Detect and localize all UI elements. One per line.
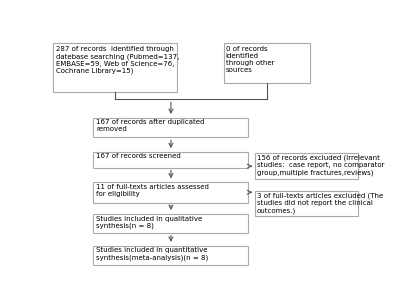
Text: 3 of full-texts articles excluded (The
studies did not report the clinical
outco: 3 of full-texts articles excluded (The s… <box>257 193 383 214</box>
FancyBboxPatch shape <box>255 153 358 179</box>
FancyBboxPatch shape <box>94 214 248 233</box>
Text: 167 of records after duplicated
removed: 167 of records after duplicated removed <box>96 119 205 132</box>
Text: Studies included in qualitative
synthesis(n = 8): Studies included in qualitative synthesi… <box>96 216 203 229</box>
FancyBboxPatch shape <box>94 182 248 203</box>
Text: 167 of records screened: 167 of records screened <box>96 153 181 159</box>
Text: Studies included in quantitative
synthesis(meta-analysis)(n = 8): Studies included in quantitative synthes… <box>96 247 209 261</box>
FancyBboxPatch shape <box>53 43 177 92</box>
Text: 0 of records
identified
through other
sources: 0 of records identified through other so… <box>226 46 274 73</box>
Text: 11 of full-texts articles assessed
for eligibility: 11 of full-texts articles assessed for e… <box>96 184 209 197</box>
FancyBboxPatch shape <box>224 43 310 83</box>
FancyBboxPatch shape <box>255 191 358 216</box>
FancyBboxPatch shape <box>94 118 248 137</box>
Text: 287 of records  identified through
datebase searching (Pubmed=137,
EMBASE=59, We: 287 of records identified through dateba… <box>56 46 180 74</box>
FancyBboxPatch shape <box>94 152 248 168</box>
Text: 156 of records excluded (Irrelevant
studies:  case report, no comparator
group,m: 156 of records excluded (Irrelevant stud… <box>257 155 384 176</box>
FancyBboxPatch shape <box>94 246 248 265</box>
